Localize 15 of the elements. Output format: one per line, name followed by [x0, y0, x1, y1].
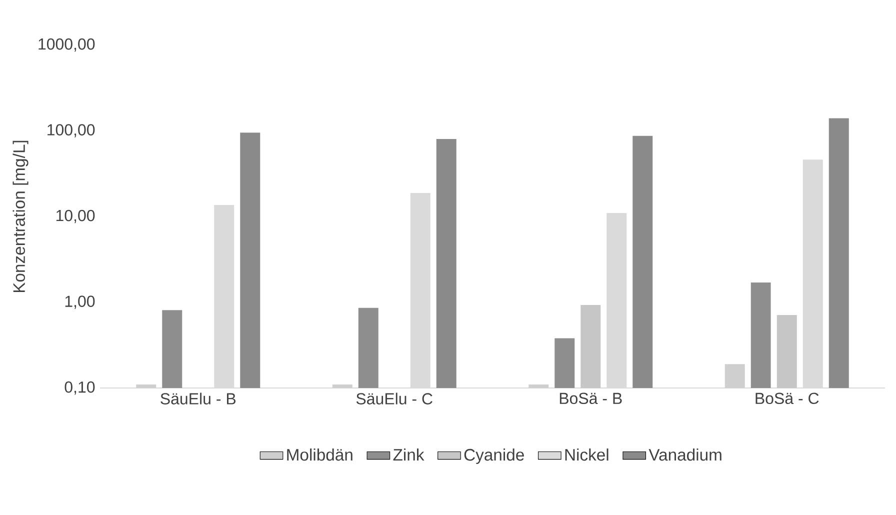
legend-label: Molibdän [287, 448, 352, 461]
legend-label: Nickel [565, 448, 608, 461]
x-tick-label: SäuElu - C [356, 392, 432, 404]
y-tick-label: 10,00 [56, 210, 95, 224]
x-tick-label: BoSä - C [756, 392, 819, 404]
legend-label: Cyanide [464, 448, 524, 464]
x-tick-label: BoSä - B [560, 392, 622, 404]
legend-label: Zink [393, 448, 424, 461]
y-axis-title: Konzentration [mg/L] [12, 140, 28, 292]
legend-label: Vanadium [648, 448, 722, 461]
y-tick-label: 0,10 [64, 381, 95, 395]
y-tick-label: 1000,00 [38, 38, 95, 52]
y-tick-label: 100,00 [48, 124, 95, 138]
y-tick-label: 1,00 [65, 296, 95, 309]
x-tick-label: SäuElu - B [160, 392, 236, 404]
